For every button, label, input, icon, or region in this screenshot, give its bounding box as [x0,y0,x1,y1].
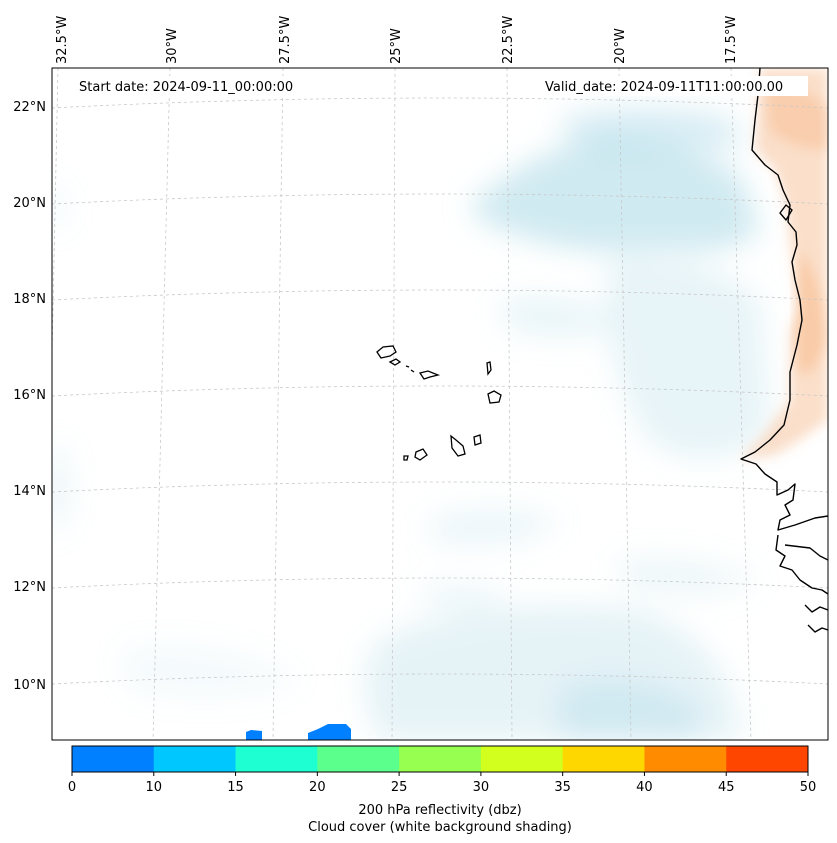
colorbar-tick-label: 20 [309,780,326,795]
colorbar-label-line1: 200 hPa reflectivity (dbz) [358,803,521,818]
start-date-box: Start date: 2024-09-11_00:00:00 [72,76,316,96]
island-fogo [414,448,428,461]
colorbar-segment [72,746,155,772]
colorbar-segment [235,746,318,772]
colorbar-frame [71,745,809,773]
reflectivity-patch [246,730,262,740]
colorbar-segment [399,746,482,772]
lat-label-14n: 14°N [13,484,46,499]
lon-label-17-5w: 17.5°W [724,16,739,64]
island-brava [403,455,409,461]
coastline [740,68,828,633]
island-sal [486,361,492,376]
colorbar-tick-label: 40 [636,780,653,795]
lon-label-32-5w: 32.5°W [55,16,70,64]
colorbar-tick-label: 25 [391,780,408,795]
colorbar-tick-label: 30 [473,780,490,795]
valid-date-box: Valid_date: 2024-09-11T11:00:00.00 [538,76,808,96]
lat-label-20n: 20°N [13,196,46,211]
colorbar-tick-label: 50 [800,780,817,795]
island-santiago [450,434,466,457]
lon-label-27-5w: 27.5°W [278,16,293,64]
colorbar-segments [72,746,809,772]
colorbar-segment [153,746,237,772]
colorbar-tick-label: 45 [718,780,735,795]
colorbar-segment [726,746,809,772]
colorbar-label-line2: Cloud cover (white background shading) [308,820,572,835]
lon-label-20w: 20°W [613,28,628,64]
island-boa-vista [487,390,502,404]
island-sao-nicolau [418,370,441,380]
cape-verde-islands [376,345,502,461]
longitude-labels: 32.5°W 30°W 27.5°W 25°W 22.5°W 20°W 17.5… [55,16,739,64]
start-date-label: Start date: 2024-09-11_00:00:00 [79,80,293,95]
colorbar: 0 10 15 20 25 30 35 40 45 50 200 hPa reflectivity… [68,745,816,835]
colorbar-segment [317,746,400,772]
graticule [52,68,828,740]
island-santo-antao [376,345,397,359]
colorbar-segment [644,746,727,772]
lon-label-25w: 25°W [389,28,404,64]
colorbar-tick-label: 0 [68,780,76,795]
reflectivity-patches [246,724,351,740]
cloud-cover-shading [52,108,770,740]
africa-coastline [740,68,828,531]
latitude-labels: 22°N 20°N 18°N 16°N 14°N 12°N 10°N [13,100,46,693]
colorbar-segment [480,746,564,772]
lat-label-16n: 16°N [13,388,46,403]
lat-label-18n: 18°N [13,292,46,307]
map-panel [52,68,828,740]
map-frame [51,67,829,741]
lon-label-22-5w: 22.5°W [501,16,516,64]
lon-label-30w: 30°W [165,28,180,64]
colorbar-segment [562,746,645,772]
lat-label-10n: 10°N [13,678,46,693]
lat-label-12n: 12°N [13,580,46,595]
island-sao-vicente [388,358,402,366]
lat-label-22n: 22°N [13,100,46,115]
island-maio [473,434,482,446]
reflectivity-patch [308,724,351,740]
colorbar-tick-label: 35 [554,780,571,795]
land-shading [740,68,828,460]
valid-date-label: Valid_date: 2024-09-11T11:00:00.00 [545,80,783,95]
colorbar-tick-label: 10 [146,780,163,795]
colorbar-tick-label: 15 [227,780,244,795]
colorbar-ticks: 0 10 15 20 25 30 35 40 45 50 [68,772,816,795]
